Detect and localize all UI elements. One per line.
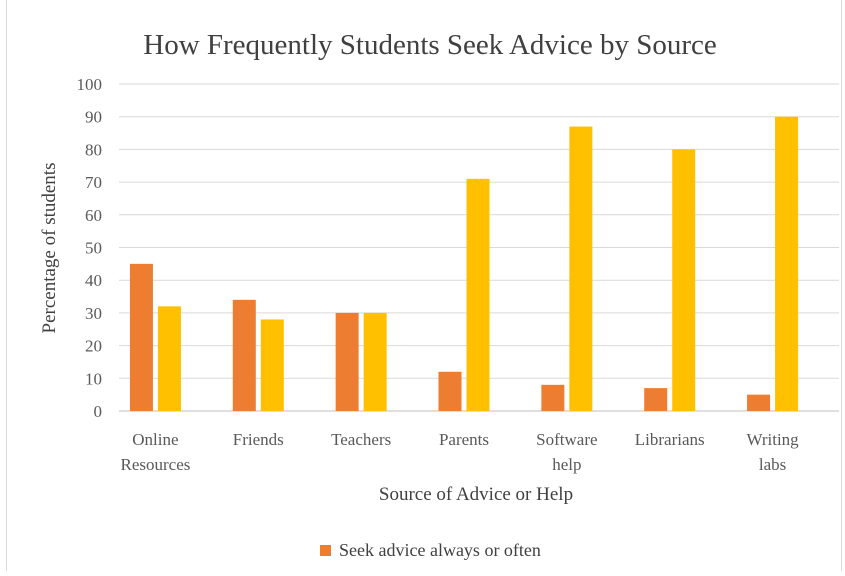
x-tick-label-0-line-1: Online [132,430,178,449]
x-axis-ticks: Online Resources Friends Teachers Parents Sof… [120,430,799,474]
x-tick-label-3: Parents [439,430,489,449]
bar-series-1-5 [644,388,668,411]
chart-frame: How Frequently Students Seek Advice by S… [6,0,842,571]
legend: Seek advice always or often [320,540,541,560]
bar-series-1-6 [747,394,771,411]
x-tick-label-6-line-2: labs [759,455,786,474]
y-tick-label-20: 20 [85,337,102,356]
legend-label-1: Seek advice always or often [339,540,541,560]
y-axis-ticks: 0 10 20 30 40 50 60 70 80 90 100 [77,75,103,421]
x-tick-label-1: Friends [233,430,284,449]
y-tick-label-80: 80 [85,140,102,159]
bar-series-2-6 [775,116,799,411]
y-tick-label-50: 50 [85,239,102,258]
x-tick-label-2: Teachers [331,430,391,449]
y-tick-label-40: 40 [85,271,102,290]
x-tick-label-5: Librarians [635,430,705,449]
y-tick-label-10: 10 [85,369,102,388]
bar-series-1-1 [232,299,256,411]
bar-series-2-5 [672,149,696,411]
x-tick-label-0-line-2: Resources [120,455,190,474]
y-tick-label-100: 100 [77,75,103,94]
bars [129,116,799,411]
bar-series-1-0 [129,263,153,411]
bar-series-2-3 [466,178,490,411]
bar-series-2-4 [569,126,593,411]
x-tick-label-4-line-2: help [552,455,581,474]
bar-series-2-2 [363,312,387,411]
x-axis-title: Source of Advice or Help [379,484,573,505]
bar-series-1-2 [335,312,359,411]
chart-title: How Frequently Students Seek Advice by S… [143,29,716,61]
legend-swatch-1 [320,545,331,556]
y-axis-title: Percentage of students [39,163,60,334]
x-tick-label-4-line-1: Software [536,430,597,449]
y-tick-label-0: 0 [94,402,103,421]
bar-chart: How Frequently Students Seek Advice by S… [39,29,839,560]
bar-series-1-4 [541,384,565,411]
y-tick-label-90: 90 [85,108,102,127]
y-tick-label-60: 60 [85,206,102,225]
y-tick-label-70: 70 [85,173,102,192]
y-tick-label-30: 30 [85,304,102,323]
bar-series-1-3 [438,371,462,411]
bar-series-2-1 [260,319,284,411]
bar-series-2-0 [157,306,181,411]
x-tick-label-6-line-1: Writing [746,430,799,449]
